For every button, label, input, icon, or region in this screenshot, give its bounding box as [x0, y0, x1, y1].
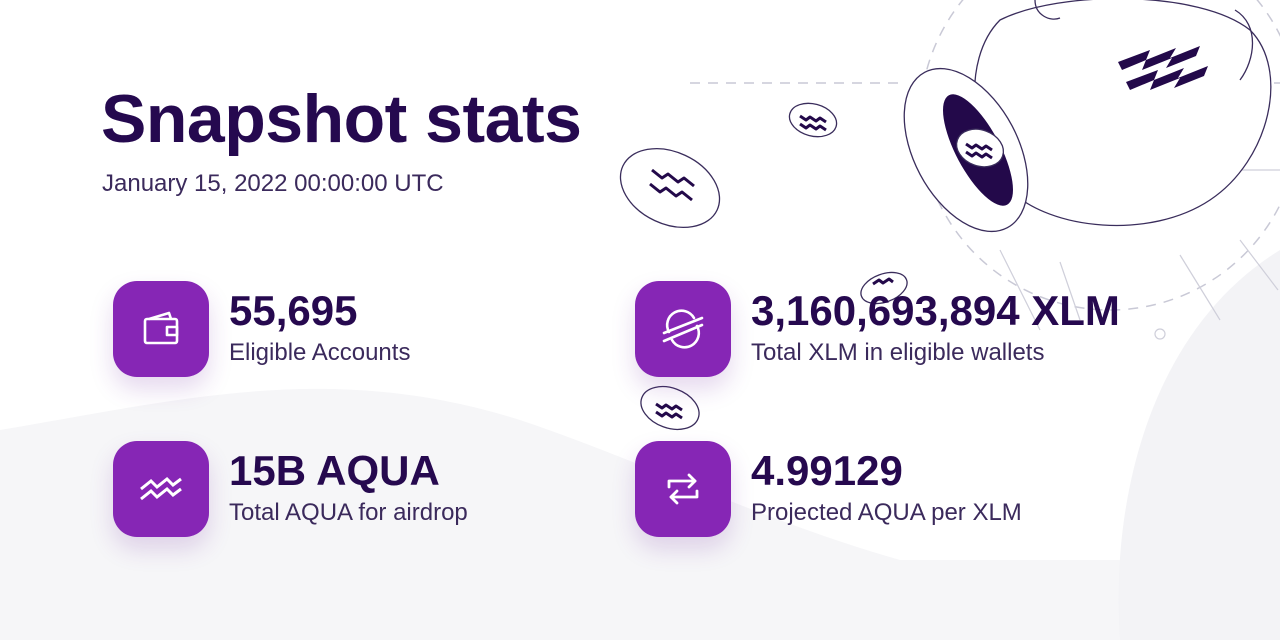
- stat-label: Total AQUA for airdrop: [229, 499, 468, 526]
- wallet-icon: [143, 311, 179, 345]
- stat-icon-tile: [113, 441, 209, 537]
- stat-projected-aqua: 4.99129 Projected AQUA per XLM: [635, 441, 1195, 541]
- stat-eligible-accounts: 55,695 Eligible Accounts: [113, 281, 673, 381]
- stat-label: Eligible Accounts: [229, 339, 411, 366]
- stat-value: 15B AQUA: [229, 447, 440, 494]
- stat-label: Projected AQUA per XLM: [751, 499, 1022, 526]
- stat-value: 3,160,693,894 XLM: [751, 287, 1120, 334]
- exchange-arrows-icon: [667, 473, 699, 505]
- stat-icon-tile: [635, 281, 731, 377]
- stat-value: 4.99129: [751, 447, 903, 494]
- stellar-icon: [662, 309, 704, 349]
- stat-total-xlm: 3,160,693,894 XLM Total XLM in eligible …: [635, 281, 1195, 381]
- stat-total-aqua: 15B AQUA Total AQUA for airdrop: [113, 441, 673, 541]
- stat-label: Total XLM in eligible wallets: [751, 339, 1045, 366]
- page-title: Snapshot stats: [101, 81, 582, 157]
- stat-icon-tile: [113, 281, 209, 377]
- snapshot-date: January 15, 2022 00:00:00 UTC: [102, 170, 444, 197]
- stat-icon-tile: [635, 441, 731, 537]
- stat-value: 55,695: [229, 287, 358, 334]
- aqua-waves-icon: [140, 476, 182, 501]
